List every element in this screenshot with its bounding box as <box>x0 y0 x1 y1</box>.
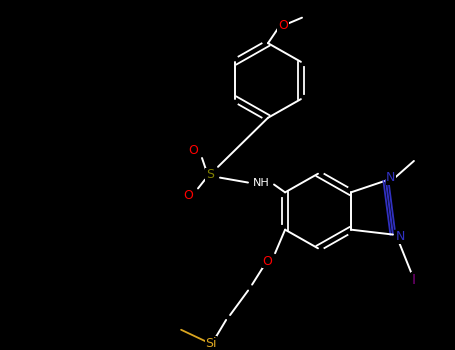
Text: N: N <box>386 171 395 184</box>
Text: Si: Si <box>205 337 217 350</box>
Text: N: N <box>396 230 405 243</box>
Text: NH: NH <box>253 177 269 188</box>
Text: O: O <box>262 254 272 267</box>
Text: O: O <box>188 144 198 157</box>
Text: S: S <box>206 168 214 181</box>
Text: I: I <box>412 273 416 287</box>
Text: O: O <box>183 189 193 202</box>
Text: O: O <box>278 19 288 32</box>
